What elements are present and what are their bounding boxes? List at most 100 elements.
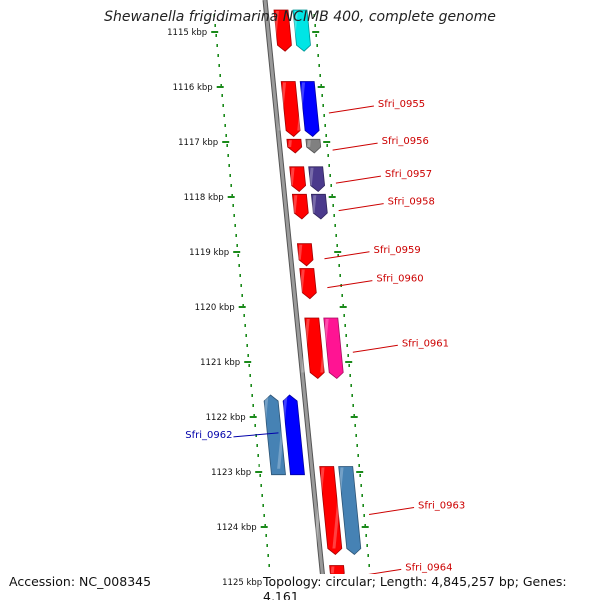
scale-dot xyxy=(229,174,231,177)
gene-arrow xyxy=(310,193,328,220)
gene-label: Sfri_0962 xyxy=(185,430,232,441)
gene-highlight xyxy=(332,467,344,549)
tick-label: 1119 kbp xyxy=(189,248,229,258)
scale-dot xyxy=(326,144,328,147)
gene-label: Sfri_0961 xyxy=(402,338,449,349)
scale-dot xyxy=(319,74,321,77)
scale-dot xyxy=(249,374,251,377)
gene-arrow xyxy=(292,9,311,52)
gene-feature xyxy=(310,193,328,220)
scale-dot xyxy=(315,34,317,37)
gene-feature xyxy=(278,81,301,138)
gene-label-leader xyxy=(332,142,378,151)
gene-feature xyxy=(305,138,322,154)
gene-label-group: Sfri_0957 xyxy=(335,169,432,184)
gene-arrow xyxy=(299,268,317,300)
gene-feature xyxy=(297,81,320,138)
scale-dot xyxy=(357,454,359,457)
gene-arrow xyxy=(319,466,343,556)
gene-highlight xyxy=(289,167,295,186)
scale-dot xyxy=(359,474,361,477)
scale-dot xyxy=(322,104,324,107)
gene-highlight xyxy=(299,269,305,293)
gene-label-leader xyxy=(328,105,374,114)
backbone xyxy=(262,0,328,600)
scale-dot xyxy=(223,114,225,117)
scale-dot xyxy=(342,304,344,307)
scale-dot xyxy=(362,504,364,507)
gene-label: Sfri_0959 xyxy=(373,245,420,256)
topology-text: Topology: circular; Length: 4,845,257 bp… xyxy=(263,574,600,600)
scale-dot xyxy=(233,214,235,217)
gene-arrow xyxy=(263,394,286,476)
scale-dot xyxy=(356,444,358,447)
scale-dot xyxy=(267,554,269,557)
scale-dot xyxy=(239,274,241,277)
scale-dot xyxy=(350,384,352,387)
gene-label: Sfri_0957 xyxy=(385,169,432,180)
scale-dot xyxy=(264,524,266,527)
gene-arrow xyxy=(273,9,292,52)
gene-label-group: Sfri_0963 xyxy=(368,501,465,515)
gene-highlight xyxy=(278,82,287,131)
genes: Sfri_0955 Sfri_0956 Sfri_0957 Sfri_0958 Sfri… xyxy=(185,9,465,600)
scale-dot xyxy=(228,164,230,167)
gene-label-leader xyxy=(368,507,415,515)
gene-highlight xyxy=(258,396,269,469)
tick-label: 1121 kbp xyxy=(200,358,240,368)
gene-feature xyxy=(313,466,343,556)
gene-feature xyxy=(301,317,325,380)
scale-dot xyxy=(335,234,337,237)
gene-label-leader xyxy=(233,432,279,438)
scale-dot xyxy=(214,24,216,27)
gene-highlight xyxy=(297,244,303,260)
gene-arrow xyxy=(282,394,305,476)
gene-highlight xyxy=(291,11,298,46)
gene-label: Sfri_0956 xyxy=(382,136,429,147)
gene-arrow xyxy=(308,166,326,193)
scale-dot xyxy=(237,254,239,257)
gene-label-group: Sfri_0959 xyxy=(324,245,421,260)
scale-ticks: 1115 kbp 1116 kbp 1117 kbp 1118 kbp 1119 kbp… xyxy=(167,28,375,588)
scale-dot xyxy=(329,174,331,177)
scale-dot xyxy=(316,44,318,47)
scale-dot xyxy=(345,334,347,337)
scale-dot xyxy=(253,414,255,417)
scale-dot xyxy=(255,434,257,437)
scale-dot xyxy=(246,344,248,347)
gene-arrow xyxy=(280,81,301,138)
scale-dot xyxy=(349,374,351,377)
gene-label-leader xyxy=(338,203,384,212)
gene-highlight xyxy=(297,82,306,131)
scale-dot xyxy=(365,534,367,537)
scale-dot xyxy=(235,234,237,237)
gene-label-leader xyxy=(352,344,398,353)
scale-dot xyxy=(262,504,264,507)
scale-dot xyxy=(251,394,253,397)
scale-dot xyxy=(234,224,236,227)
scale-dot xyxy=(219,74,221,77)
scale-dot xyxy=(245,334,247,337)
gene-label: Sfri_0964 xyxy=(405,562,452,573)
scale-dot xyxy=(224,124,226,127)
scale-dot xyxy=(328,164,330,167)
scale-dot xyxy=(216,44,218,47)
gene-arrow xyxy=(289,166,307,193)
scale-dot xyxy=(363,514,365,517)
gene-label-group: Sfri_0958 xyxy=(338,197,435,212)
scale-dot xyxy=(218,64,220,67)
scale-dot xyxy=(259,474,261,477)
tick-label: 1125 kbp xyxy=(222,578,262,588)
scale-dot xyxy=(238,264,240,267)
gene-label-group: Sfri_0962 xyxy=(185,430,279,441)
scale-dot xyxy=(256,444,258,447)
gene-arrow xyxy=(304,317,325,380)
gene-feature xyxy=(258,394,286,476)
scale-dot xyxy=(351,394,353,397)
scale-dot xyxy=(268,564,270,567)
gene-highlight xyxy=(308,167,314,186)
gene-feature xyxy=(332,466,362,556)
gene-label: Sfri_0960 xyxy=(376,274,423,285)
gene-label-group: Sfri_0960 xyxy=(327,274,424,289)
